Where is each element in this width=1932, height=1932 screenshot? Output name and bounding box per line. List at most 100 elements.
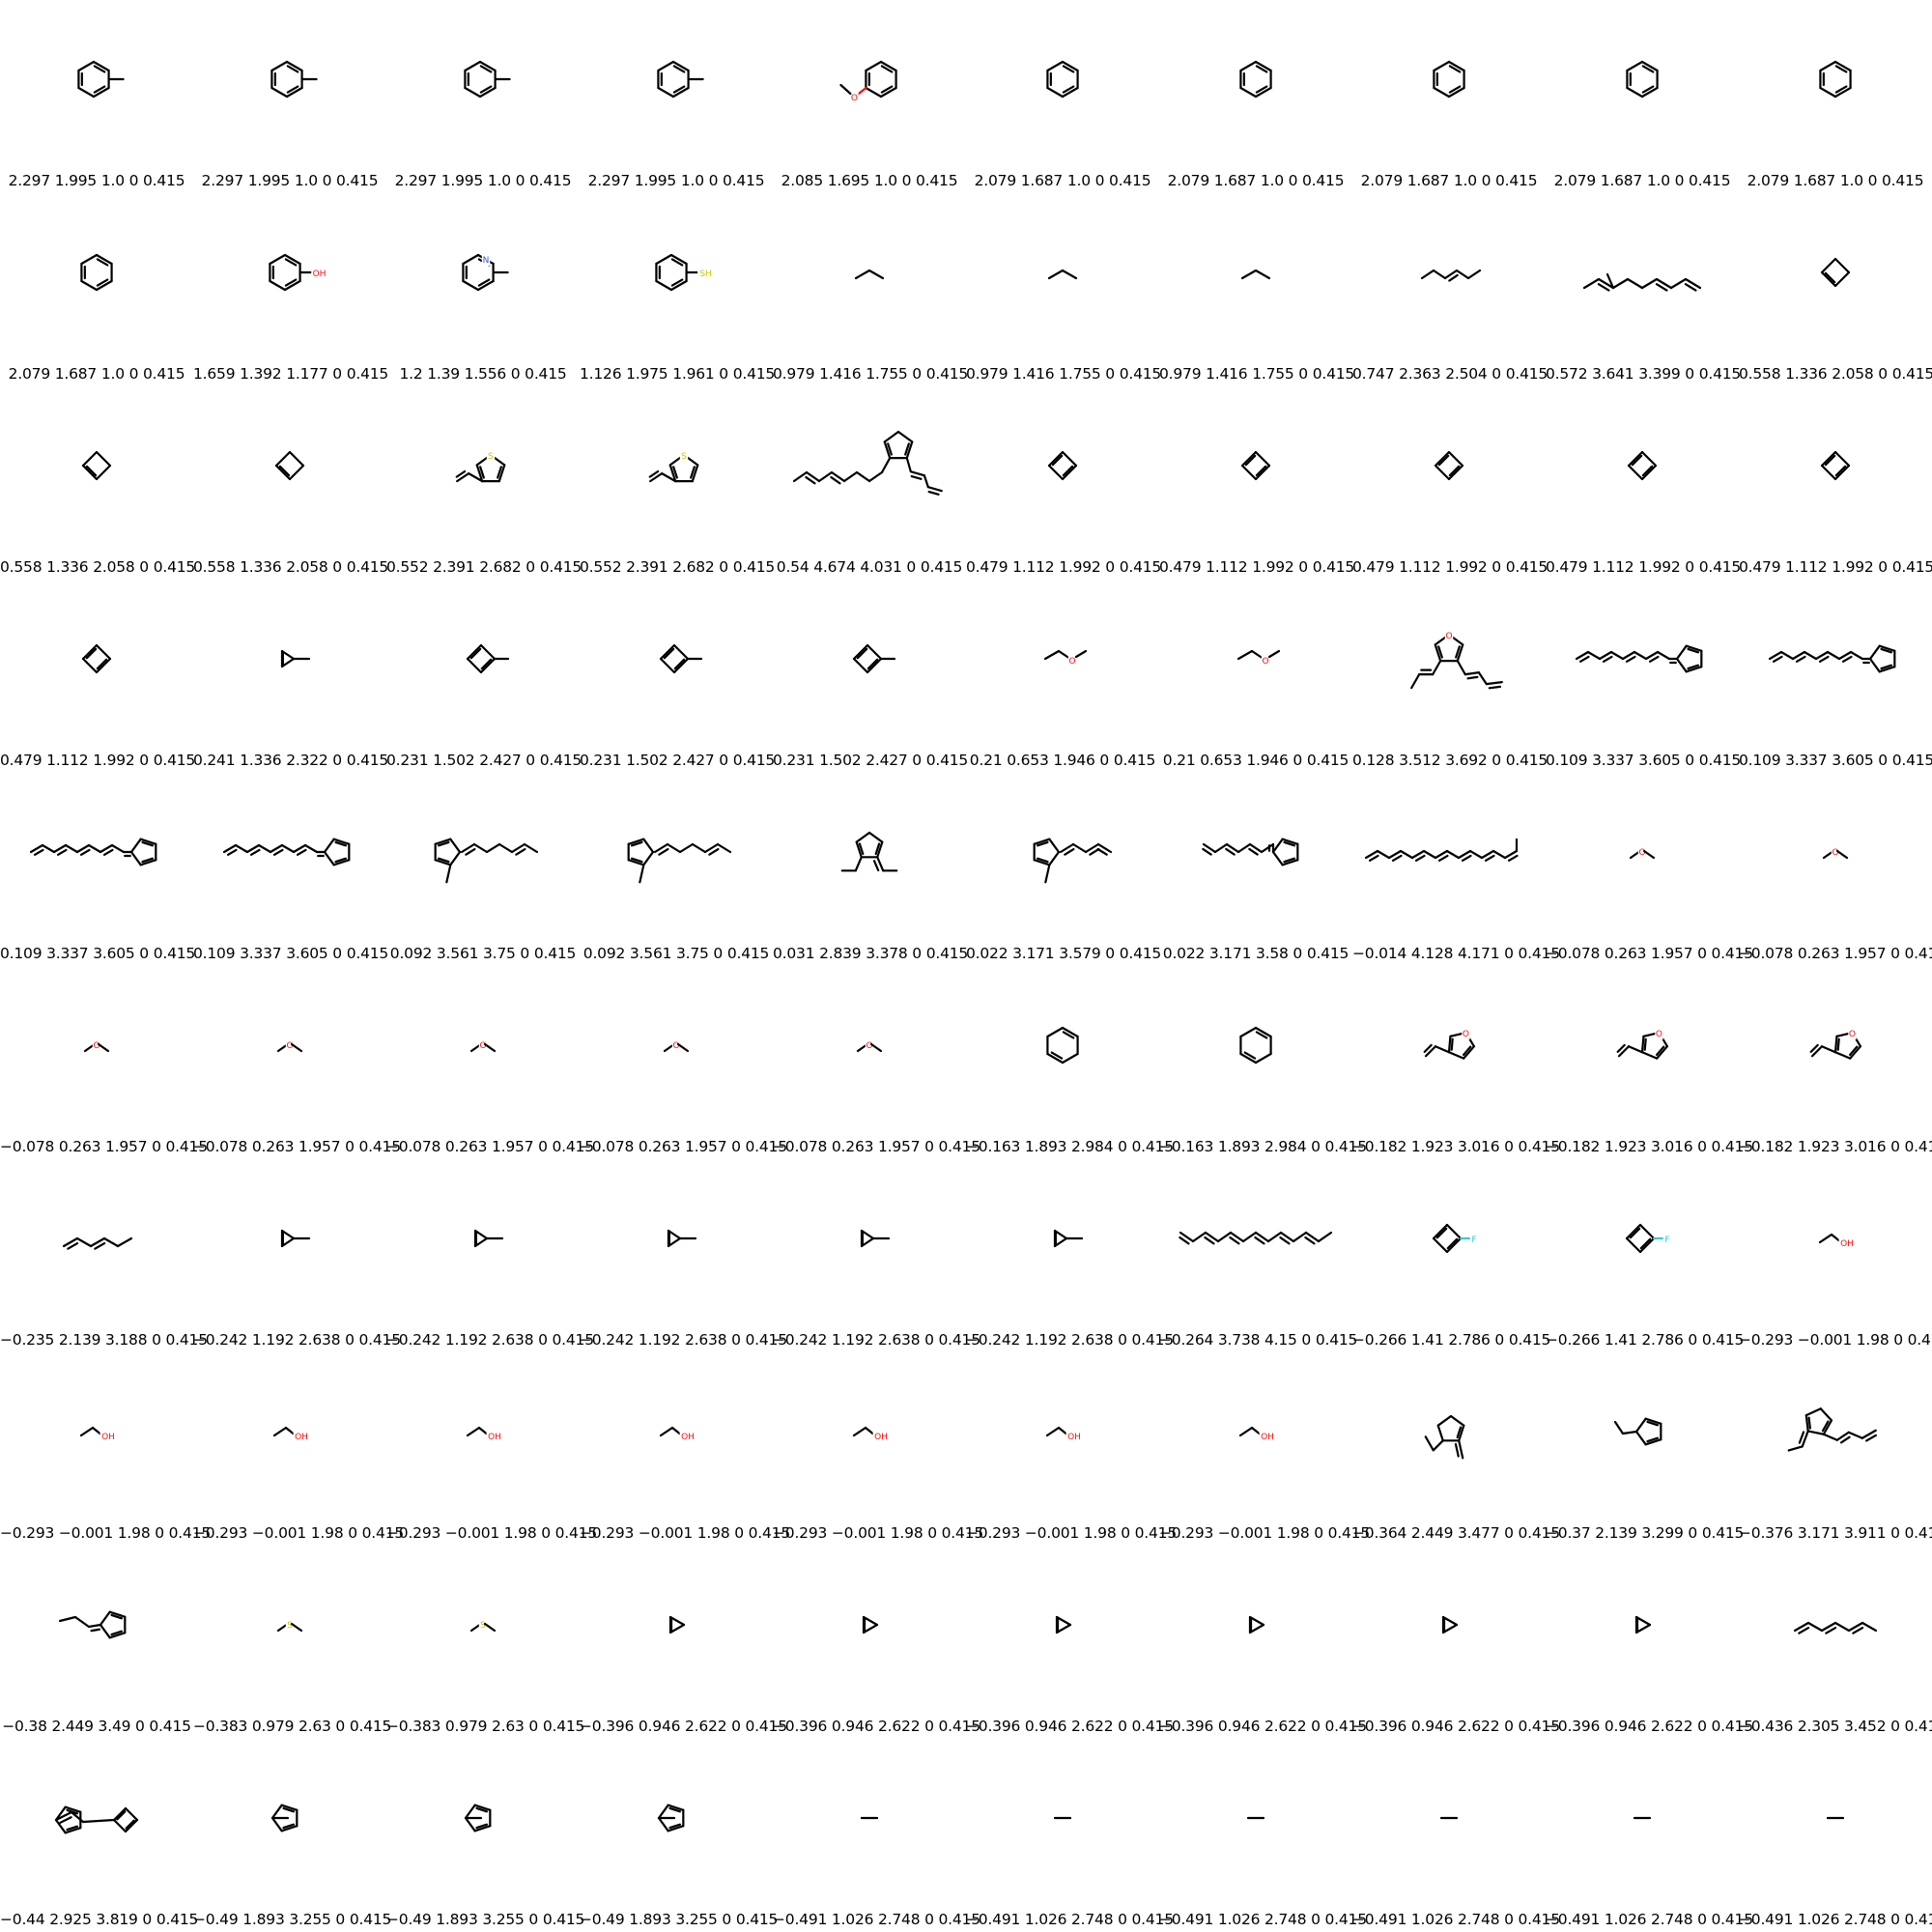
molecule-score-label: 0.031 2.839 3.378 0 0.415	[773, 945, 969, 962]
molecule-structure-ethanol: OH	[386, 1352, 580, 1512]
molecule-cell: O −0.078 0.263 1.957 0 0.415	[0, 966, 208, 1159]
molecule-cell: SH 1.126 1.975 1.961 0 0.415	[580, 193, 776, 386]
molecule-cell: 0.109 3.337 3.605 0 0.415	[193, 773, 388, 966]
molecule-cell: 0.109 3.337 3.605 0 0.415	[1546, 580, 1741, 773]
molecule-structure-ethanol: OH	[0, 1352, 193, 1512]
molecule-score-label: −0.293 −0.001 1.98 0 0.415	[1159, 1524, 1370, 1542]
molecule-structure-methylcyclopropene	[193, 1159, 386, 1319]
molecule-structure-methylcyclobutadiene	[580, 580, 773, 739]
molecule-structure-dimethyl-ether: O	[1546, 773, 1739, 932]
svg-text:O: O	[1463, 1030, 1469, 1039]
molecule-structure-dimethyl-ether: O	[386, 966, 580, 1125]
molecule-cell: OH −0.293 −0.001 1.98 0 0.415	[773, 1352, 983, 1546]
molecule-structure-ethanol: OH	[773, 1352, 966, 1512]
molecule-structure-polyene-long	[1352, 773, 1546, 932]
molecule-cell: 2.079 1.687 1.0 0 0.415	[0, 193, 193, 386]
molecule-cell: 2.297 1.995 1.0 0 0.415	[193, 0, 386, 193]
molecule-score-label: 0.979 1.416 1.755 0 0.415	[966, 365, 1162, 383]
molecule-structure-phenol: OH	[193, 193, 386, 353]
molecule-cell: 2.079 1.687 1.0 0 0.415	[1159, 0, 1352, 193]
molecule-structure-fluorocyclobutadiene: F	[1546, 1159, 1739, 1319]
molecule-structure-dimethyl-ether: O	[193, 966, 386, 1125]
molecule-structure-cyclobutadiene	[1159, 386, 1352, 546]
molecule-cell: 0.031 2.839 3.378 0 0.415	[773, 773, 969, 966]
molecule-score-label: 2.297 1.995 1.0 0 0.415	[394, 172, 572, 189]
molecule-cell: 0.092 3.561 3.75 0 0.415	[386, 773, 580, 966]
molecule-cell: 0.479 1.112 1.992 0 0.415	[1546, 386, 1741, 580]
molecule-structure-ethane	[966, 1739, 1159, 1898]
molecule-score-label: 2.079 1.687 1.0 0 0.415	[1553, 172, 1731, 189]
molecule-cell: −0.49 1.893 3.255 0 0.415	[386, 1739, 584, 1932]
molecule-cell: −0.491 1.026 2.748 0 0.415	[1159, 1739, 1367, 1932]
molecule-structure-hexene	[1352, 193, 1546, 353]
molecule-structure-diethylfulvene	[773, 773, 966, 932]
molecule-cell: −0.264 3.738 4.15 0 0.415	[1159, 1159, 1358, 1352]
molecule-cell: −0.396 0.946 2.622 0 0.415	[1352, 1546, 1560, 1739]
molecule-structure-benzene	[0, 193, 193, 353]
molecule-score-label: 2.079 1.687 1.0 0 0.415	[8, 365, 185, 383]
molecule-structure-ethylcyclopentadiene	[1546, 1352, 1739, 1512]
molecule-structure-polyene	[1159, 1159, 1352, 1319]
svg-text:S: S	[480, 1621, 486, 1631]
svg-text:O: O	[1849, 1030, 1856, 1039]
molecule-score-label: 0.572 3.641 3.399 0 0.415	[1546, 365, 1742, 383]
molecule-score-label: −0.078 0.263 1.957 0 0.415	[773, 1138, 980, 1155]
svg-text:S: S	[287, 1621, 293, 1631]
molecule-cell: 0.558 1.336 2.058 0 0.415	[1739, 193, 1932, 386]
molecule-cell: 0.231 1.502 2.427 0 0.415	[773, 580, 968, 773]
molecule-cell: 2.297 1.995 1.0 0 0.415	[386, 0, 580, 193]
molecule-structure-methylcyclopropene	[193, 580, 386, 739]
svg-text:O: O	[1638, 848, 1645, 858]
molecule-structure-dimethyl-sulfide: S	[386, 1546, 580, 1705]
molecule-score-label: −0.078 0.263 1.957 0 0.415	[580, 1138, 787, 1155]
molecule-cell: S −0.383 0.979 2.63 0 0.415	[386, 1546, 584, 1739]
molecule-structure-ethanol: OH	[580, 1352, 773, 1512]
molecule-cell: −0.37 2.139 3.299 0 0.415	[1546, 1352, 1744, 1546]
molecule-structure-methylcyclopentadiene	[580, 1739, 773, 1898]
molecule-structure-furan-dienes: O	[1352, 580, 1546, 739]
molecule-score-label: −0.396 0.946 2.622 0 0.415	[1352, 1718, 1560, 1735]
molecule-score-label: −0.491 1.026 2.748 0 0.415	[1352, 1911, 1560, 1928]
molecule-score-label: −0.163 1.893 2.984 0 0.415	[1159, 1138, 1367, 1155]
molecule-structure-ethane	[773, 1739, 966, 1898]
molecule-cell: S −0.383 0.979 2.63 0 0.415	[193, 1546, 391, 1739]
molecule-cell: −0.014 4.128 4.171 0 0.415	[1352, 773, 1560, 966]
molecule-cell: OH −0.293 −0.001 1.98 0 0.415	[386, 1352, 597, 1546]
molecule-score-label: −0.293 −0.001 1.98 0 0.415	[580, 1524, 790, 1542]
molecule-score-label: 1.126 1.975 1.961 0 0.415	[580, 365, 776, 383]
svg-text:OH: OH	[313, 270, 327, 279]
molecule-structure-toluene	[386, 0, 580, 159]
molecule-score-label: −0.396 0.946 2.622 0 0.415	[1546, 1718, 1753, 1735]
molecule-score-label: −0.396 0.946 2.622 0 0.415	[966, 1718, 1174, 1735]
svg-text:O: O	[286, 1041, 293, 1051]
molecule-structure-fulvene-short-chain	[1159, 773, 1352, 932]
molecule-cell: O −0.182 1.923 3.016 0 0.415	[1546, 966, 1753, 1159]
molecule-structure-fulvene-chain	[193, 773, 386, 932]
molecule-cell: F −0.266 1.41 2.786 0 0.415	[1352, 1159, 1550, 1352]
molecule-structure-fulvene-chain	[1546, 580, 1739, 739]
molecule-structure-hexadiene	[0, 1159, 193, 1319]
molecule-structure-cyclopropene	[1159, 1546, 1352, 1705]
molecule-score-label: 0.241 1.336 2.322 0 0.415	[193, 752, 389, 769]
svg-text:O: O	[1656, 1030, 1662, 1039]
molecule-structure-ethanol: OH	[193, 1352, 386, 1512]
molecule-score-label: 0.747 2.363 2.504 0 0.415	[1352, 365, 1548, 383]
molecule-cell: O −0.078 0.263 1.957 0 0.415	[1739, 773, 1932, 966]
molecule-structure-methylfulvene-chain	[386, 773, 580, 932]
molecule-cell: 0.479 1.112 1.992 0 0.415	[966, 386, 1161, 580]
molecule-structure-thiophenol: SH	[580, 193, 773, 353]
molecule-score-label: 1.2 1.39 1.556 0 0.415	[399, 365, 567, 383]
molecule-cell: O −0.182 1.923 3.016 0 0.415	[1352, 966, 1560, 1159]
molecule-cell: −0.242 1.192 2.638 0 0.415	[193, 1159, 401, 1352]
molecule-cell: OH −0.293 −0.001 1.98 0 0.415	[1739, 1159, 1932, 1352]
molecule-score-label: −0.264 3.738 4.15 0 0.415	[1159, 1331, 1358, 1349]
molecule-score-label: 0.21 0.653 1.946 0 0.415	[1162, 752, 1350, 769]
molecule-structure-toluene	[193, 0, 386, 159]
molecule-score-label: −0.491 1.026 2.748 0 0.415	[773, 1911, 980, 1928]
molecule-score-label: −0.49 1.893 3.255 0 0.415	[580, 1911, 779, 1928]
molecule-cell: F −0.266 1.41 2.786 0 0.415	[1546, 1159, 1744, 1352]
molecule-cell: OH −0.293 −0.001 1.98 0 0.415	[580, 1352, 790, 1546]
svg-text:F: F	[1471, 1236, 1476, 1245]
molecule-cell: −0.49 1.893 3.255 0 0.415	[580, 1739, 779, 1932]
molecule-structure-methylfulvene-chain	[580, 773, 773, 932]
